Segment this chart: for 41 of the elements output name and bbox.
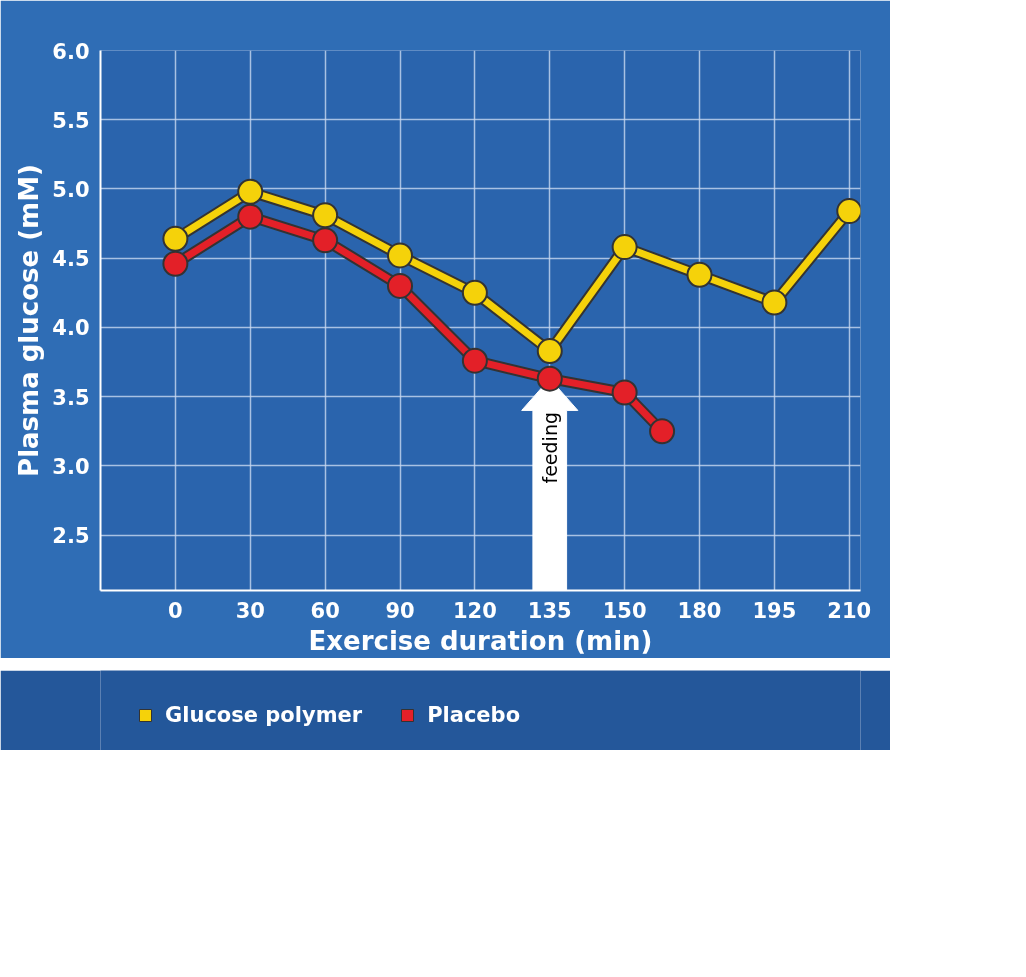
point — [611, 379, 638, 406]
point — [387, 272, 414, 299]
point — [237, 203, 264, 230]
x-tick-label: 0 — [168, 598, 183, 623]
y-axis-title: Plasma glucose (mM) — [14, 164, 45, 477]
x-tick-label: 195 — [752, 598, 797, 623]
y-tick-label: 6.0 — [52, 39, 90, 64]
annotation: feeding — [538, 412, 561, 484]
point — [162, 225, 189, 252]
x-axis-title: Exercise duration (min) — [308, 625, 653, 656]
point — [312, 202, 339, 229]
y-tick-label: 2.5 — [52, 524, 90, 549]
y-tick-label: 4.5 — [52, 247, 90, 272]
x-tick-label: 135 — [527, 598, 572, 623]
point — [611, 234, 638, 261]
point — [536, 365, 563, 392]
x-tick-label: 150 — [602, 598, 647, 623]
x-tick-label: 120 — [452, 598, 497, 623]
point — [312, 227, 339, 254]
point — [761, 289, 788, 316]
x-tick-label: 210 — [827, 598, 872, 623]
x-tick-label: 180 — [677, 598, 722, 623]
x-tick-label: 30 — [235, 598, 265, 623]
point — [237, 178, 264, 205]
y-tick-label: 4.0 — [52, 316, 90, 341]
legend-label: Placebo — [427, 703, 521, 727]
point — [836, 198, 861, 225]
point — [162, 250, 189, 277]
x-tick-label: 90 — [385, 598, 415, 623]
y-tick-label: 5.0 — [52, 177, 90, 202]
y-tick-label: 3.5 — [52, 385, 90, 410]
legend-label: Glucose polymer — [165, 703, 363, 727]
x-tick-label: 60 — [310, 598, 340, 623]
y-tick-label: 5.5 — [52, 108, 90, 133]
point — [686, 261, 713, 288]
point — [461, 279, 488, 306]
y-tick-label: 3.0 — [52, 454, 90, 479]
point — [649, 418, 676, 445]
point — [461, 347, 488, 374]
point — [387, 242, 414, 269]
point — [536, 337, 563, 364]
